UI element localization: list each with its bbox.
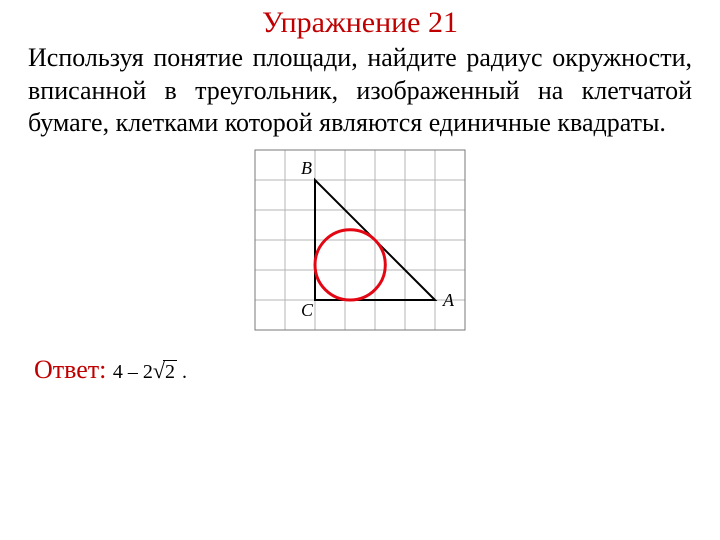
geometry-figure: A B C	[251, 146, 469, 334]
sqrt-symbol: √2	[153, 360, 177, 382]
answer-row: Ответ: 4 – 2√2 .	[0, 357, 720, 383]
svg-text:B: B	[301, 158, 312, 178]
problem-text: Используя понятие площади, найдите радиу…	[0, 40, 720, 140]
answer-suffix: .	[177, 361, 187, 383]
answer-prefix: 4 – 2	[113, 361, 153, 383]
answer-label: Ответ:	[34, 355, 106, 384]
svg-text:A: A	[442, 290, 455, 310]
answer-value: 4 – 2√2 .	[113, 361, 187, 383]
svg-text:C: C	[301, 300, 314, 320]
exercise-title: Упражнение 21	[0, 0, 720, 40]
figure-container: A B C	[0, 146, 720, 339]
